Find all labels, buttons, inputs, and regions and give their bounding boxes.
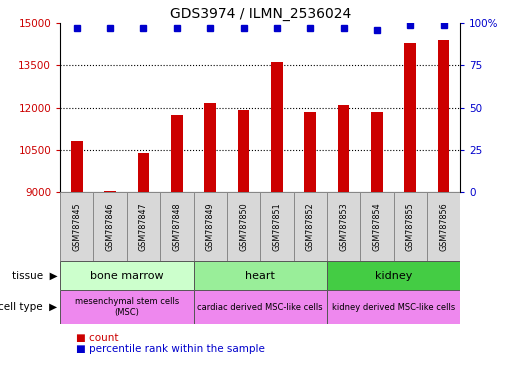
Text: GSM787850: GSM787850 (239, 202, 248, 251)
Bar (260, 192, 293, 261)
Text: tissue  ▶: tissue ▶ (12, 270, 58, 281)
Bar (227, 192, 260, 261)
Bar (360, 192, 393, 261)
Text: GSM787847: GSM787847 (139, 202, 148, 251)
Text: GSM787846: GSM787846 (106, 202, 115, 251)
Bar (338, 105, 349, 192)
Bar (171, 114, 183, 192)
Bar (237, 110, 249, 192)
Text: GSM787851: GSM787851 (272, 202, 281, 251)
Text: kidney derived MSC-like cells: kidney derived MSC-like cells (332, 303, 455, 312)
Bar (438, 40, 449, 192)
Bar (94, 192, 127, 261)
Text: GSM787853: GSM787853 (339, 202, 348, 251)
Text: GSM787845: GSM787845 (72, 202, 81, 251)
Bar (60, 290, 194, 324)
Text: ■ count: ■ count (76, 333, 118, 343)
Bar (60, 192, 94, 261)
Text: GSM787849: GSM787849 (206, 202, 214, 251)
Bar (327, 192, 360, 261)
Bar (204, 103, 216, 192)
Bar (194, 261, 327, 290)
Bar (71, 141, 83, 192)
Text: mesenchymal stem cells
(MSC): mesenchymal stem cells (MSC) (75, 298, 179, 317)
Text: GSM787852: GSM787852 (306, 202, 315, 251)
Text: GSM787856: GSM787856 (439, 202, 448, 251)
Bar (160, 192, 194, 261)
Bar (127, 192, 160, 261)
Text: bone marrow: bone marrow (90, 270, 164, 281)
Text: GSM787854: GSM787854 (372, 202, 381, 251)
Bar (327, 290, 460, 324)
Text: kidney: kidney (375, 270, 412, 281)
Bar (138, 152, 150, 192)
Bar (194, 192, 227, 261)
Bar (60, 261, 194, 290)
Text: cardiac derived MSC-like cells: cardiac derived MSC-like cells (197, 303, 323, 312)
Bar (271, 63, 283, 192)
Bar (371, 112, 383, 192)
Bar (393, 192, 427, 261)
Text: GSM787848: GSM787848 (173, 202, 181, 251)
Text: ■ percentile rank within the sample: ■ percentile rank within the sample (76, 344, 265, 354)
Bar (293, 192, 327, 261)
Bar (404, 43, 416, 192)
Bar (304, 112, 316, 192)
Text: heart: heart (245, 270, 275, 281)
Bar (104, 190, 116, 192)
Text: GSM787855: GSM787855 (406, 202, 415, 251)
Bar (427, 192, 460, 261)
Text: cell type  ▶: cell type ▶ (0, 302, 58, 312)
Bar (327, 261, 460, 290)
Title: GDS3974 / ILMN_2536024: GDS3974 / ILMN_2536024 (169, 7, 351, 21)
Bar (194, 290, 327, 324)
